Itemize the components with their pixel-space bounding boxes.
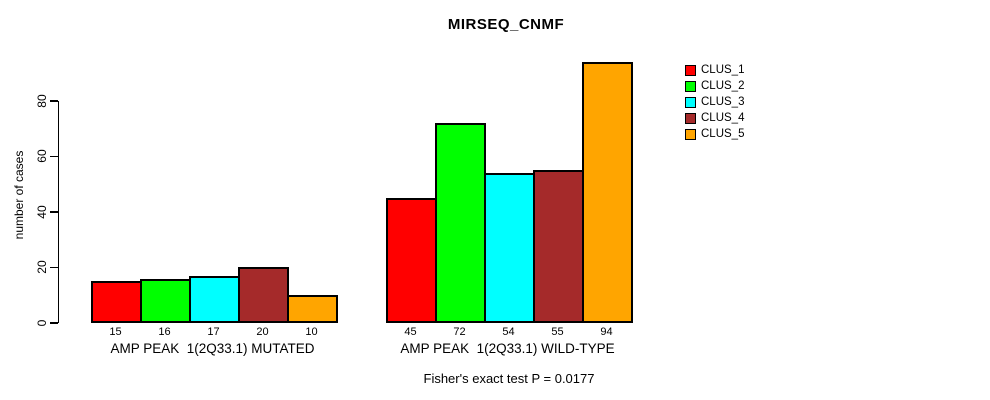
- bar-value-label: 16: [158, 326, 171, 338]
- bar-clus_5: [287, 295, 338, 323]
- y-axis-tick: [49, 100, 58, 102]
- y-axis-tick: [49, 266, 58, 269]
- bar-value-row: 45 72 54 55 94: [386, 326, 631, 338]
- y-axis-tick: [49, 155, 58, 158]
- bar-value-label: 20: [256, 326, 269, 338]
- legend-swatch-icon: [685, 96, 696, 108]
- bar-value-label: 45: [404, 326, 417, 338]
- legend-label: CLUS_2: [701, 80, 745, 92]
- y-axis-tick-label: 60: [35, 149, 49, 164]
- y-axis-tick: [49, 322, 58, 324]
- legend-item: CLUS_2: [685, 78, 744, 94]
- bar-value-row: 15 16 17 20 10: [91, 326, 336, 338]
- bar-group: [386, 62, 633, 323]
- x-group-label: AMP PEAK 1(2Q33.1) MUTATED: [110, 341, 315, 356]
- legend-swatch-icon: [685, 80, 696, 92]
- legend-label: CLUS_5: [701, 128, 745, 140]
- legend-label: CLUS_1: [701, 64, 745, 76]
- y-axis-tick: [49, 211, 58, 213]
- y-axis-tick-label: 20: [35, 260, 49, 275]
- bar-clus_2: [435, 123, 486, 323]
- x-group-label: AMP PEAK 1(2Q33.1) WILD-TYPE: [400, 341, 615, 356]
- legend-label: CLUS_4: [701, 112, 745, 124]
- bar-clus_4: [238, 267, 289, 323]
- legend-item: CLUS_1: [685, 62, 744, 78]
- legend-swatch-icon: [685, 64, 696, 76]
- bar-clus_1: [386, 198, 437, 323]
- legend-swatch-icon: [685, 128, 696, 140]
- plot-area: 0 20 40 60 80: [35, 62, 633, 326]
- bar-group: [91, 267, 338, 323]
- bar-value-label: 54: [502, 326, 515, 338]
- bar-value-label: 94: [600, 326, 613, 338]
- y-axis-tick-label: 0: [35, 319, 49, 327]
- bar-clus_5: [582, 62, 633, 323]
- y-axis-tick-label: 80: [35, 94, 49, 108]
- bar-value-label: 10: [305, 326, 318, 338]
- bar-clus_3: [484, 173, 535, 323]
- chart-title: MIRSEQ_CNMF: [447, 16, 565, 33]
- bar-value-label: 15: [109, 326, 122, 338]
- bar-value-label: 17: [207, 326, 220, 338]
- legend-item: CLUS_5: [685, 126, 744, 142]
- legend-swatch-icon: [685, 112, 696, 124]
- bar-value-label: 55: [551, 326, 564, 338]
- y-axis-tick-label: 40: [35, 205, 49, 219]
- legend-item: CLUS_3: [685, 94, 744, 110]
- bar-clus_1: [91, 281, 142, 323]
- bar-clus_4: [533, 170, 584, 323]
- legend-label: CLUS_3: [701, 96, 745, 108]
- legend-item: CLUS_4: [685, 110, 744, 126]
- bar-clus_3: [189, 275, 240, 323]
- legend: CLUS_1 CLUS_2 CLUS_3 CLUS_4 CLUS_5: [685, 62, 744, 142]
- bar-clus_2: [140, 278, 191, 323]
- bar-value-label: 72: [453, 326, 466, 338]
- fisher-test-annotation: Fisher's exact test P = 0.0177: [423, 371, 595, 386]
- y-axis-line: [57, 100, 59, 323]
